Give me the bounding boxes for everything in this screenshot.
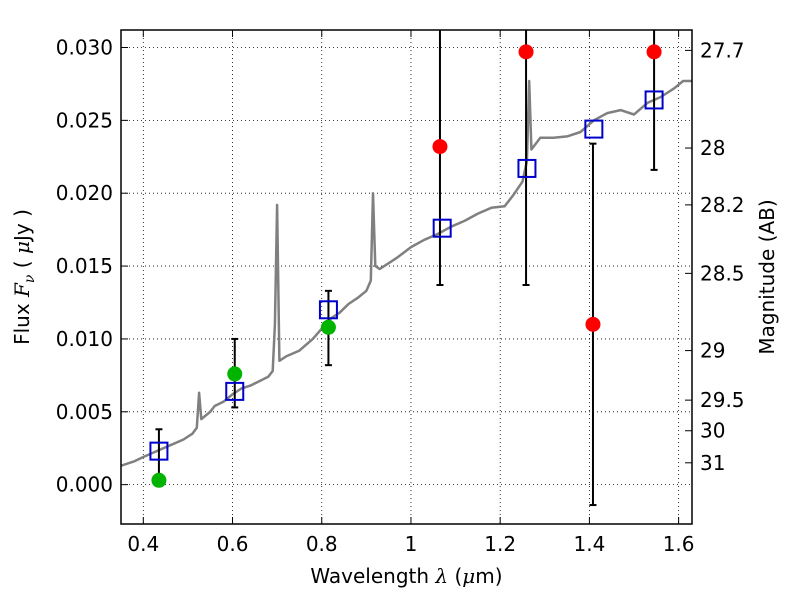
x-axis-label: Wavelength λ (μm) — [310, 564, 502, 588]
model-point — [149, 441, 169, 461]
x-tick-label: 0.6 — [217, 532, 249, 556]
x-tick-label: 1.4 — [573, 532, 605, 556]
magnitude-tick-label: 28 — [700, 136, 725, 160]
axis-ticks — [121, 30, 692, 524]
tick-labels: 0.4 0.6 0.8 1 1.2 1.4 1.6 0.000 0.005 0.010 0.015 0… — [56, 35, 745, 556]
grid-lines — [121, 30, 692, 524]
marker-layer — [149, 44, 664, 488]
plot-frame — [120, 29, 693, 525]
magnitude-tick-label: 29 — [700, 339, 725, 363]
magnitude-tick-label: 28.2 — [700, 193, 745, 217]
y-tick-label: 0.020 — [56, 181, 113, 205]
y-tick-label: 0.030 — [56, 35, 113, 59]
errorbar-layer — [155, 30, 658, 507]
y-tick-label: 0.010 — [56, 327, 113, 351]
y-tick-label: 0.005 — [56, 400, 113, 424]
magnitude-tick-label: 31 — [700, 451, 725, 475]
magnitude-axis-label: Magnitude (AB) — [755, 199, 779, 354]
y-tick-label: 0.025 — [56, 108, 113, 132]
model-point — [517, 158, 537, 178]
model-point — [644, 90, 664, 110]
magnitude-tick-label: 30 — [700, 419, 725, 443]
upper-limit-point — [585, 316, 601, 332]
upper-limit-point — [432, 139, 448, 155]
x-tick-label: 1 — [405, 532, 418, 556]
y-tick-label: 0.015 — [56, 254, 113, 278]
x-tick-label: 1.2 — [484, 532, 516, 556]
magnitude-tick-label: 28.5 — [700, 261, 745, 285]
detection-point — [227, 366, 243, 382]
spectrum-layer — [120, 79, 692, 467]
magnitude-tick-label: 27.7 — [700, 38, 745, 62]
detection-point — [320, 319, 336, 335]
model-point — [318, 300, 338, 320]
x-tick-label: 0.8 — [306, 532, 338, 556]
model-point — [225, 381, 245, 401]
upper-limit-point — [646, 44, 662, 60]
magnitude-tick-label: 29.5 — [700, 388, 745, 412]
y-tick-label: 0.000 — [56, 473, 113, 497]
x-tick-label: 1.6 — [663, 532, 695, 556]
x-tick-label: 0.4 — [127, 532, 159, 556]
y-axis-label: Flux Fν ( μJy ) — [10, 209, 38, 345]
model-point — [432, 218, 452, 238]
spectrum-line — [120, 79, 692, 467]
detection-point — [151, 472, 167, 488]
upper-limit-point — [518, 44, 534, 60]
model-point — [584, 119, 604, 139]
